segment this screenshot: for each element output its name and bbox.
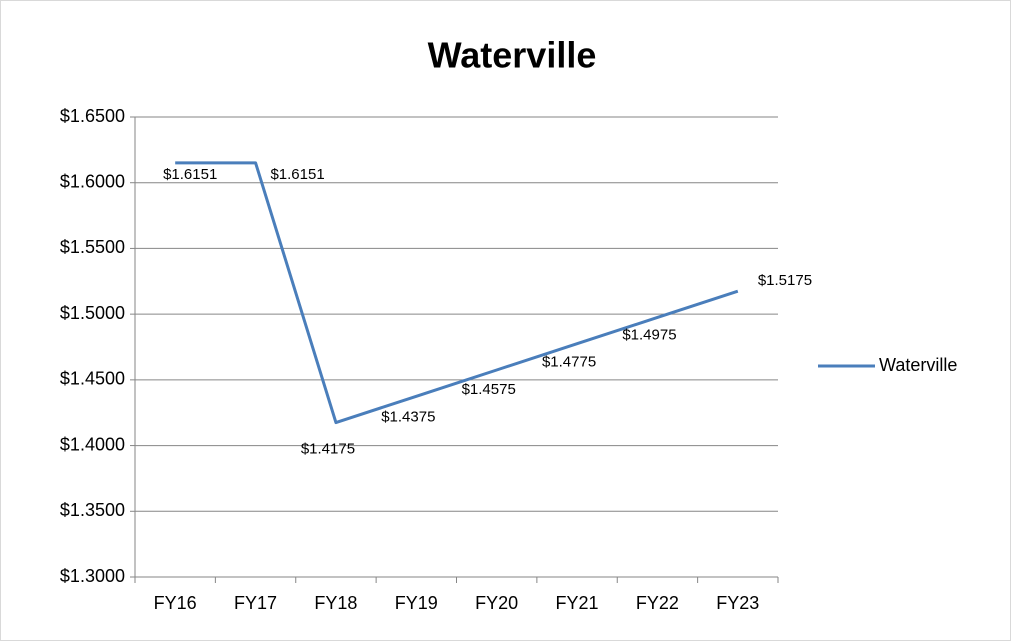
x-tick-label: FY17 bbox=[234, 593, 277, 613]
x-tick-label: FY20 bbox=[475, 593, 518, 613]
x-tick-label: FY18 bbox=[314, 593, 357, 613]
legend-label: Waterville bbox=[879, 355, 957, 375]
x-tick-label: FY21 bbox=[556, 593, 599, 613]
y-tick-label: $1.4000 bbox=[60, 434, 125, 454]
data-label: $1.4775 bbox=[542, 354, 596, 371]
x-tick-label: FY22 bbox=[636, 593, 679, 613]
series-line bbox=[175, 161, 739, 425]
y-tick-label: $1.3500 bbox=[60, 500, 125, 520]
data-label: $1.4575 bbox=[462, 381, 516, 398]
y-tick-label: $1.3000 bbox=[60, 566, 125, 586]
chart-title: Waterville bbox=[428, 35, 597, 76]
data-label: $1.4175 bbox=[301, 441, 355, 458]
x-tick-label: FY19 bbox=[395, 593, 438, 613]
x-tick-label: FY23 bbox=[716, 593, 759, 613]
data-label: $1.4375 bbox=[381, 408, 435, 425]
data-label: $1.6151 bbox=[163, 166, 217, 183]
x-tick-label: FY16 bbox=[154, 593, 197, 613]
data-label: $1.4975 bbox=[622, 326, 676, 343]
y-tick-label: $1.6000 bbox=[60, 171, 125, 191]
data-label: $1.6151 bbox=[270, 166, 324, 183]
y-tick-label: $1.6500 bbox=[60, 106, 125, 126]
y-tick-label: $1.5000 bbox=[60, 303, 125, 323]
y-tick-label: $1.4500 bbox=[60, 369, 125, 389]
y-tick-label: $1.5500 bbox=[60, 237, 125, 257]
data-label: $1.5175 bbox=[758, 272, 812, 289]
